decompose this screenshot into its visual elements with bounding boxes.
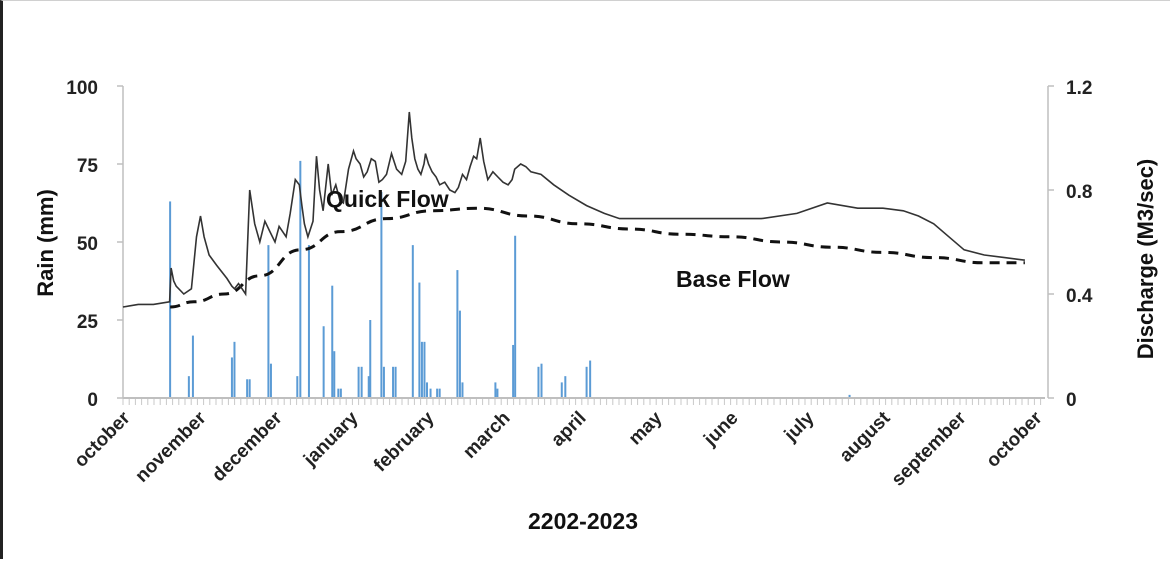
x-axis-ticks xyxy=(122,398,1042,405)
left-tick-label: 25 xyxy=(77,312,99,333)
rain-bar xyxy=(436,388,439,398)
month-label: february xyxy=(370,407,439,476)
month-label: october xyxy=(70,407,135,472)
rain-bar xyxy=(411,245,414,398)
base-flow-line xyxy=(170,206,1025,309)
rain-bar xyxy=(429,388,432,398)
rain-bar xyxy=(322,326,325,398)
month-label: march xyxy=(459,408,514,463)
rain-bar xyxy=(418,282,421,398)
rain-bar xyxy=(233,341,236,398)
rain-bar xyxy=(307,245,310,398)
rain-bar xyxy=(367,376,370,398)
rain-bar xyxy=(496,388,499,398)
rain-bar xyxy=(426,382,428,398)
rain-bar xyxy=(394,366,397,398)
rain-bar xyxy=(331,285,334,398)
rain-bar xyxy=(246,379,249,398)
month-label: january xyxy=(299,407,363,471)
rain-bar xyxy=(339,388,342,398)
rain-bar xyxy=(299,160,302,398)
left-tick-label: 50 xyxy=(77,234,98,255)
month-label: september xyxy=(888,407,971,490)
right-tick-label: 0.4 xyxy=(1066,286,1093,307)
quick-flow-label: Quick Flow xyxy=(326,186,449,212)
left-tick-label: 75 xyxy=(77,156,99,177)
base-flow-label: Base Flow xyxy=(676,266,790,292)
rain-bar xyxy=(438,388,441,398)
rain-bar xyxy=(191,335,194,398)
rain-bar xyxy=(187,376,190,398)
rain-bar xyxy=(456,270,459,398)
right-axis-title: Discharge (M3/sec) xyxy=(1133,159,1158,360)
right-axis-tick-marks xyxy=(1048,85,1054,399)
month-label: may xyxy=(625,407,667,449)
rain-bar xyxy=(564,376,567,398)
rain-bar xyxy=(392,366,395,398)
rain-bar xyxy=(512,344,515,398)
rain-bar xyxy=(537,366,540,398)
rain-bar xyxy=(382,366,385,398)
rain-bar xyxy=(380,192,383,398)
x-axis-title: 2202-2023 xyxy=(528,508,638,534)
left-axis-title: Rain (mm) xyxy=(33,189,58,297)
left-axis-tick-marks xyxy=(117,85,123,399)
rain-bar xyxy=(230,357,233,398)
rain-bar xyxy=(269,363,272,398)
rain-bar xyxy=(420,341,423,398)
rain-bar xyxy=(369,320,372,398)
rain-bar xyxy=(337,388,340,398)
rain-bar xyxy=(560,382,563,398)
rain-bar xyxy=(333,351,336,398)
rain-bar xyxy=(494,382,497,398)
month-label: june xyxy=(699,408,742,451)
rain-bar xyxy=(589,360,592,398)
left-tick-label: 100 xyxy=(66,78,98,99)
month-label: july xyxy=(780,407,819,446)
month-label: december xyxy=(208,407,287,486)
rain-bars xyxy=(169,160,851,398)
chart-svg: 100 75 50 25 0 1.2 0.8 0.4 0 Rain (mm) D… xyxy=(33,78,1158,534)
month-label: october xyxy=(982,407,1047,472)
month-label: august xyxy=(836,407,895,466)
rain-bar xyxy=(423,341,426,398)
month-label: november xyxy=(131,407,210,486)
rain-bar xyxy=(458,310,461,398)
rain-bar xyxy=(360,366,363,398)
rain-bar xyxy=(848,394,851,398)
rain-bar xyxy=(514,235,517,398)
quick-flow-line xyxy=(122,111,1026,308)
rain-bar xyxy=(248,379,251,398)
right-tick-label: 1.2 xyxy=(1066,78,1092,99)
left-tick-label: 0 xyxy=(87,390,98,411)
right-tick-label: 0.8 xyxy=(1066,182,1092,203)
right-tick-label: 0 xyxy=(1066,390,1077,411)
rain-bar xyxy=(540,363,543,398)
rain-bar xyxy=(461,382,464,398)
rain-bar xyxy=(357,366,360,398)
rain-bar xyxy=(296,376,299,398)
month-label: april xyxy=(547,408,590,451)
rain-bar xyxy=(267,245,270,398)
rain-bar xyxy=(585,366,588,398)
